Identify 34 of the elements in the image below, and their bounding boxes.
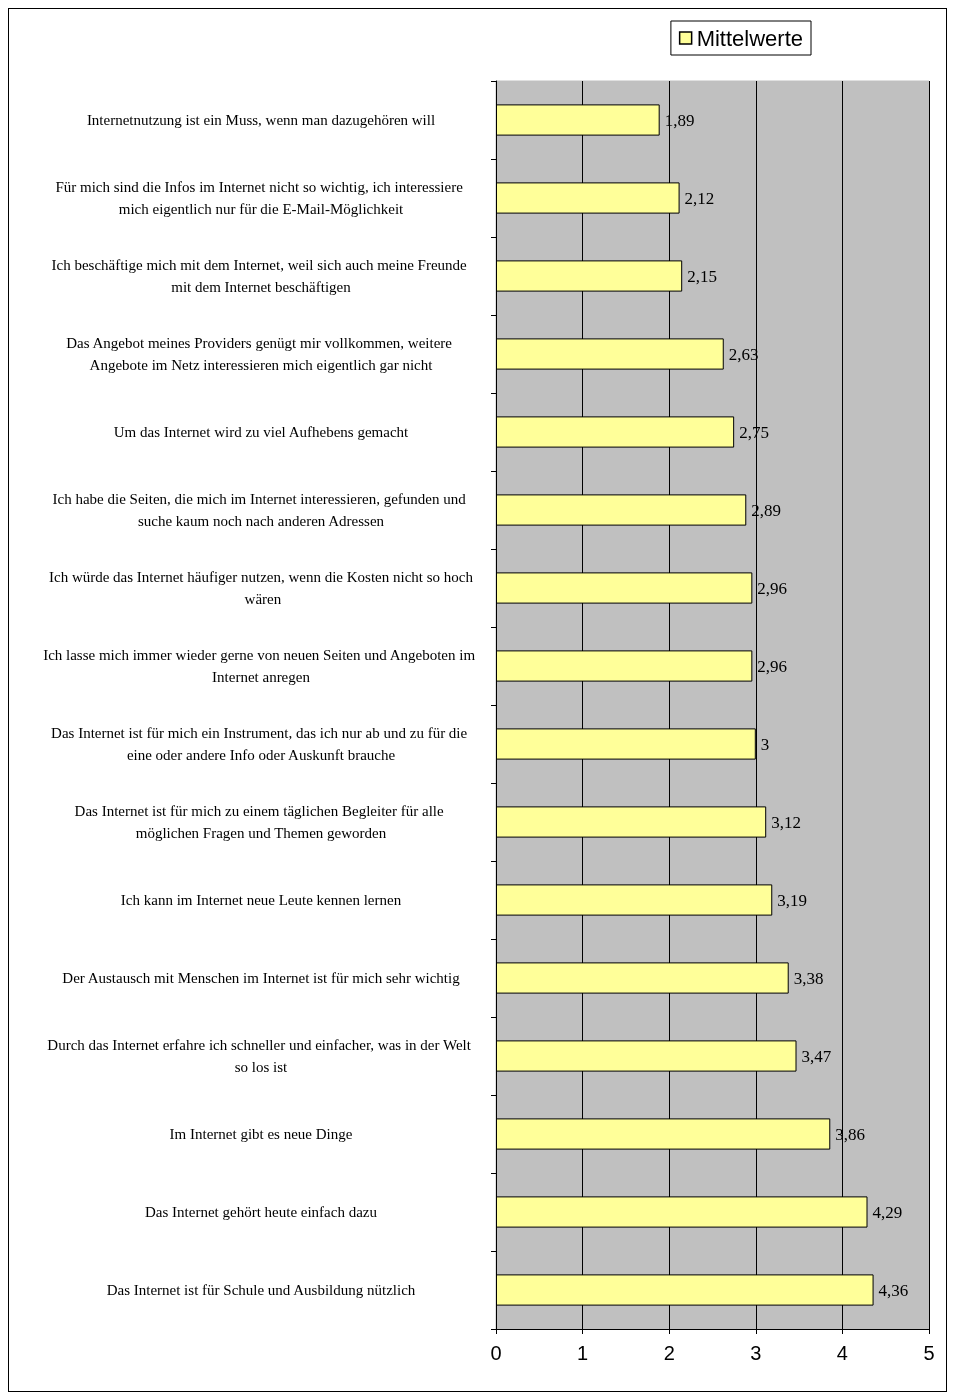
- y-tick-label: Durch das Internet erfahre ich schneller und einfacher, was in der Welt so los ist: [47, 1037, 475, 1075]
- data-label: 2,12: [684, 188, 715, 208]
- y-tick-label: Ich kann im Internet neue Leute kennen lernen: [120, 892, 402, 908]
- x-tick-label: 5: [923, 1342, 935, 1364]
- data-label: 4,36: [878, 1280, 909, 1300]
- data-label: 3,38: [793, 968, 824, 988]
- y-tick-label: Im Internet gibt es neue Dinge: [169, 1126, 353, 1142]
- data-label: 3: [760, 734, 770, 754]
- y-tick-label: Für mich sind die Infos im Internet nicht so wichtig, ich interessiere mich eigentlich nur für die E-Mail-Möglichkeit: [55, 179, 467, 217]
- y-tick-label: Ich lasse mich immer wieder gerne von neuen Seiten und Angeboten im Internet anregen: [43, 647, 479, 685]
- y-tick-label: Das Internet ist für mich zu einem täglichen Begleiter für alle möglichen Fragen und Themen geworden: [74, 803, 448, 841]
- data-label: 2,15: [687, 266, 717, 286]
- data-label: 2,96: [757, 578, 788, 598]
- data-label: 3,47: [801, 1046, 832, 1066]
- y-tick-label: Das Internet gehört heute einfach dazu: [145, 1204, 378, 1220]
- y-tick-label: Um das Internet wird zu viel Aufhebens gemacht: [113, 424, 410, 440]
- data-label: 4,29: [872, 1202, 903, 1222]
- x-tick-label: 3: [750, 1342, 762, 1364]
- y-tick-label: Der Austausch mit Menschen im Internet ist für mich sehr wichtig: [62, 970, 461, 986]
- x-tick-label: 0: [490, 1342, 502, 1364]
- legend-label: Mittelwerte: [696, 25, 803, 51]
- data-label: 2,96: [757, 656, 788, 676]
- y-tick-label: Ich würde das Internet häufiger nutzen, wenn die Kosten nicht so hoch wären: [48, 569, 474, 607]
- x-tick-label: 4: [836, 1342, 848, 1364]
- y-tick-label: Ich habe die Seiten, die mich im Internet interessieren, gefunden und suche kaum noch nach anderen Adressen: [52, 491, 470, 529]
- y-tick-label: Internetnutzung ist ein Muss, wenn man dazugehören will: [86, 112, 436, 128]
- y-tick-label: Ich beschäftige mich mit dem Internet, weil sich auch meine Freunde mit dem Internet beschäftigen: [51, 257, 471, 295]
- data-label: 3,19: [777, 890, 807, 910]
- x-tick-label: 2: [663, 1342, 675, 1364]
- y-tick-label: Das Internet ist für mich ein Instrument, das ich nur ab und zu für die eine oder andere Info oder Auskunft brauche: [51, 725, 471, 763]
- data-label: 3,12: [771, 812, 801, 832]
- y-tick-label: Das Internet ist für Schule und Ausbildung nützlich: [106, 1282, 416, 1298]
- x-tick-label: 1: [577, 1342, 589, 1364]
- y-tick-label: Das Angebot meines Providers genügt mir vollkommen, weitere Angebote im Netz interessieren mich eigentlich gar nicht: [66, 335, 456, 373]
